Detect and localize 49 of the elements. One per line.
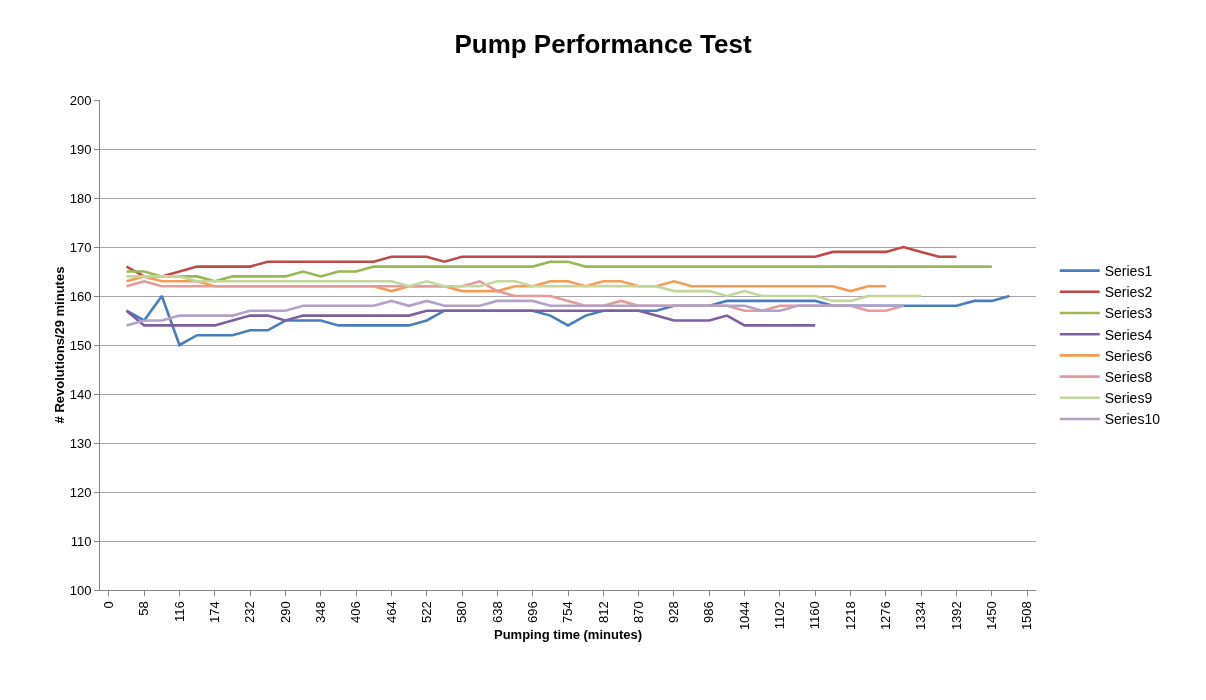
x-tick-label: 696 xyxy=(524,601,540,623)
x-tick-label: 870 xyxy=(630,601,646,623)
legend-label: Series3 xyxy=(1104,305,1153,322)
x-axis-title: Pumping time (minutes) xyxy=(493,627,643,642)
legend-label: Series8 xyxy=(1104,369,1153,386)
y-tick-label: 200 xyxy=(69,92,92,108)
legend-label: Series10 xyxy=(1104,411,1161,428)
x-tick-label: 1450 xyxy=(984,601,1000,631)
x-tick-label: 58 xyxy=(136,601,152,616)
legend-label: Series1 xyxy=(1104,263,1153,280)
x-tick-label: 464 xyxy=(383,601,399,623)
x-tick-label: 580 xyxy=(454,601,470,623)
y-tick-label: 100 xyxy=(69,582,92,598)
x-tick-label: 638 xyxy=(489,601,505,623)
x-tick-label: 174 xyxy=(207,601,223,623)
y-tick-label: 170 xyxy=(69,239,92,255)
y-tick-label: 160 xyxy=(69,288,92,304)
x-tick-label: 1508 xyxy=(1019,601,1035,631)
legend-label: Series2 xyxy=(1104,284,1153,301)
y-tick-label: 120 xyxy=(69,484,92,500)
x-tick-label: 290 xyxy=(277,601,293,623)
x-tick-label: 1160 xyxy=(807,601,823,630)
legend-label: Series4 xyxy=(1104,326,1153,343)
x-tick-label: 1334 xyxy=(913,601,929,631)
x-tick-label: 986 xyxy=(701,601,717,623)
x-tick-label: 0 xyxy=(101,601,117,609)
chart-title: Pump Performance Test xyxy=(454,29,752,60)
x-tick-label: 1044 xyxy=(736,601,752,631)
x-tick-label: 1276 xyxy=(878,601,894,631)
x-tick-label: 812 xyxy=(595,601,611,623)
y-tick-label: 180 xyxy=(69,190,92,206)
y-tick-label: 110 xyxy=(70,533,92,549)
x-tick-label: 522 xyxy=(418,601,434,623)
x-tick-label: 116 xyxy=(171,601,187,622)
x-tick-label: 754 xyxy=(560,601,576,623)
x-tick-label: 232 xyxy=(242,601,258,623)
y-axis-title: # Revolutions/29 minutes xyxy=(52,266,67,424)
y-tick-label: 130 xyxy=(69,435,92,451)
y-tick-label: 140 xyxy=(69,386,92,402)
legend-label: Series6 xyxy=(1104,347,1153,364)
x-tick-label: 928 xyxy=(666,601,682,623)
legend-label: Series9 xyxy=(1104,390,1153,407)
x-tick-label: 1392 xyxy=(948,601,964,631)
y-tick-label: 150 xyxy=(69,337,92,353)
x-tick-label: 348 xyxy=(312,601,328,623)
y-tick-label: 190 xyxy=(69,141,92,157)
x-tick-label: 406 xyxy=(348,601,364,623)
x-tick-label: 1218 xyxy=(842,601,858,631)
x-tick-label: 1102 xyxy=(772,601,788,630)
